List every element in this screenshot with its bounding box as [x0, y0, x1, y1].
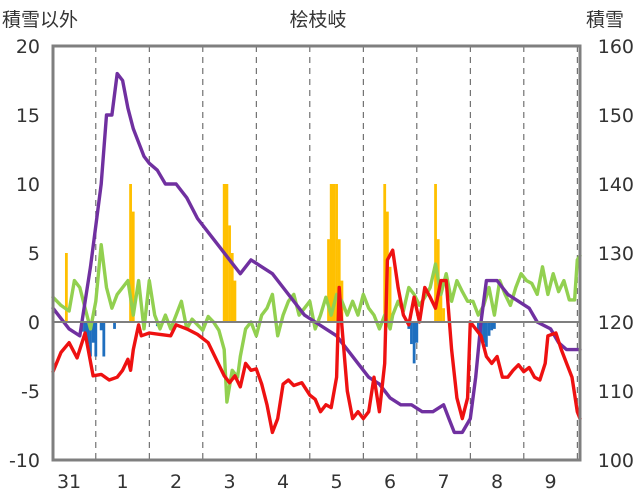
- negative-bar: [102, 322, 106, 357]
- left-tick-label: 20: [16, 36, 40, 58]
- negative-bar: [94, 322, 98, 357]
- negative-bar: [487, 322, 491, 336]
- negative-bar: [86, 322, 90, 345]
- snowfall-bar: [388, 266, 392, 322]
- snowfall-bar: [332, 184, 336, 322]
- negative-bar: [91, 322, 95, 343]
- negative-bar: [99, 322, 103, 331]
- negative-bar: [415, 322, 419, 343]
- snowfall-bar: [129, 184, 132, 322]
- right-tick-label: 110: [598, 381, 634, 403]
- snowfall-bar: [337, 239, 341, 322]
- negative-bar: [490, 322, 494, 331]
- bars-layer: [64, 184, 496, 364]
- left-tick-label: -5: [21, 381, 40, 403]
- x-tick-label: 7: [438, 471, 450, 493]
- left-tick-label: -10: [9, 450, 40, 472]
- left-tick-label: 0: [28, 312, 40, 334]
- right-tick-label: 160: [598, 36, 634, 58]
- snowfall-bar: [335, 184, 338, 322]
- chart-title: 桧枝岐: [289, 9, 346, 31]
- x-tick-label: 6: [384, 471, 396, 493]
- snowfall-bar: [327, 239, 330, 322]
- left-axis-title: 積雪以外: [2, 9, 78, 31]
- snowfall-bar: [434, 184, 437, 322]
- negative-bar: [412, 322, 416, 364]
- snowfall-bar: [64, 253, 68, 322]
- x-tick-label: 8: [491, 471, 503, 493]
- left-tick-label: 5: [28, 243, 40, 265]
- snow-depth-line: [51, 71, 582, 435]
- negative-bar: [113, 322, 116, 329]
- x-tick-label: 3: [224, 471, 236, 493]
- right-axis-title: 積雪: [586, 9, 624, 31]
- snowfall-bar: [383, 184, 387, 322]
- right-tick-label: 120: [598, 312, 634, 334]
- left-axis-ticks: 20 15 10 5 0 -5 -10: [9, 36, 40, 472]
- wind-line: [51, 242, 582, 404]
- left-tick-label: 15: [16, 105, 40, 127]
- plot-frame: [51, 44, 582, 462]
- x-tick-label: 5: [331, 471, 343, 493]
- snowfall-bar: [442, 308, 445, 322]
- negative-bar: [410, 322, 413, 345]
- snowfall-bar: [228, 225, 231, 322]
- negative-bar: [89, 322, 92, 357]
- snowfall-bar: [329, 184, 333, 322]
- lines-layer: [51, 71, 582, 435]
- snowfall-bar: [439, 280, 443, 322]
- negative-bar: [476, 322, 480, 334]
- x-tick-label: 2: [170, 471, 182, 493]
- snowfall-bar: [233, 280, 237, 322]
- left-tick-label: 10: [16, 174, 40, 196]
- right-tick-label: 150: [598, 105, 634, 127]
- x-tick-label: 4: [277, 471, 289, 493]
- x-axis-ticks: 31 1 2 3 4 5 6 7 8 9: [57, 471, 557, 493]
- right-tick-label: 140: [598, 174, 634, 196]
- negative-bar: [482, 322, 486, 343]
- negative-bar: [83, 322, 87, 336]
- right-tick-label: 100: [598, 450, 634, 472]
- vertical-gridlines: [95, 46, 578, 460]
- snowfall-bar: [225, 184, 229, 322]
- right-axis-ticks: 160 150 140 130 120 110 100: [598, 36, 634, 472]
- snowfall-bar: [230, 253, 234, 322]
- negative-bar: [492, 322, 496, 329]
- snowfall-bar: [131, 211, 135, 322]
- x-tick-label: 1: [117, 471, 129, 493]
- right-tick-label: 130: [598, 243, 634, 265]
- temperature-line: [51, 248, 582, 435]
- negative-bar: [484, 322, 488, 347]
- x-tick-label: 31: [57, 471, 81, 493]
- x-tick-label: 9: [545, 471, 557, 493]
